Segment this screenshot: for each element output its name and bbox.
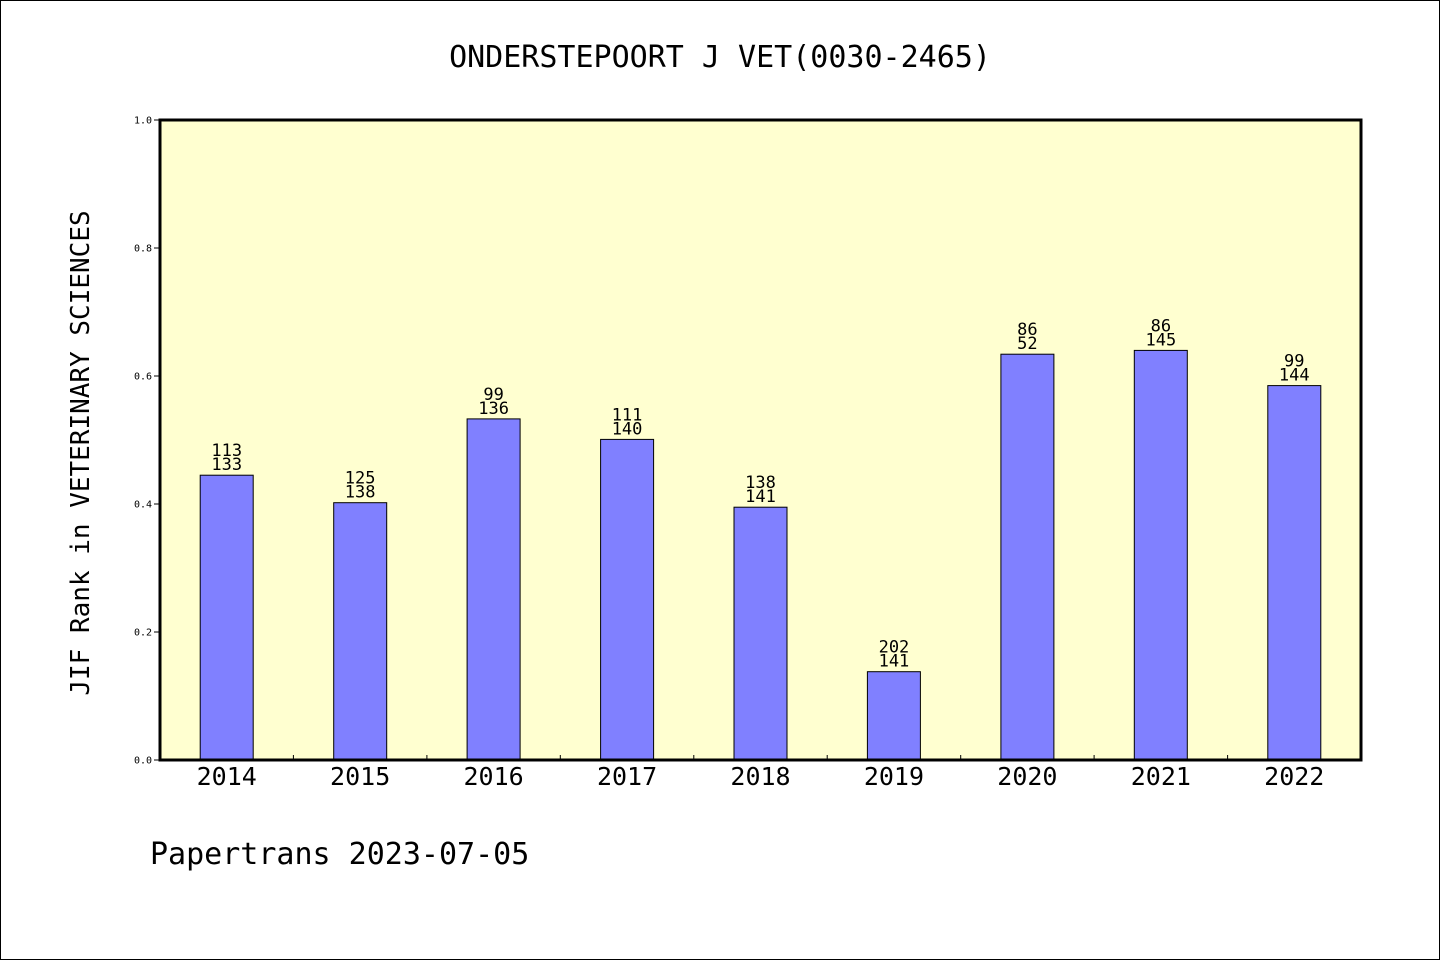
x-tick-label-2017: 2017 (597, 762, 657, 791)
ticks-layer: 2014 2015 2016 2017 2018 2019 2020 2021 2022 0.0 0… (134, 116, 1324, 792)
bar-label-bottom-2020: 52 (1017, 334, 1037, 354)
bar-2018 (733, 506, 788, 761)
y-tick-label: 1.0 (134, 116, 152, 127)
plot-border (158, 118, 1363, 762)
x-tick-label-2021: 2021 (1131, 762, 1191, 791)
x-tick-label-2022: 2022 (1264, 762, 1324, 791)
y-tick-label: 0.4 (134, 500, 152, 511)
bar-label-top-2018: 138 (745, 473, 776, 493)
bar-label-top-2021: 86 (1151, 316, 1171, 336)
bar-label-bottom-2019: 141 (879, 652, 910, 672)
bar-label-top-2017: 111 (612, 405, 643, 425)
bar-label-bottom-2022: 144 (1279, 366, 1310, 386)
bar-2014 (199, 474, 254, 761)
x-tick-label-2018: 2018 (730, 762, 790, 791)
bar-label-top-2019: 202 (879, 638, 910, 658)
y-tick-label: 0.8 (134, 244, 152, 255)
bar-label-bottom-2014: 133 (211, 455, 242, 475)
bar-label-top-2016: 99 (483, 385, 503, 405)
bar-label-top-2014: 113 (211, 441, 242, 461)
y-tick-label: 0.0 (134, 756, 152, 767)
bar-label-top-2020: 86 (1017, 320, 1037, 340)
bar-label-top-2022: 99 (1284, 352, 1304, 372)
bar-2017 (600, 438, 655, 761)
bar-2021 (1133, 349, 1188, 761)
footer-text: Papertrans 2023-07-05 (150, 837, 529, 872)
bar-2015 (333, 502, 388, 761)
x-tick-label-2019: 2019 (864, 762, 924, 791)
bar-2016 (466, 418, 521, 761)
bar-label-bottom-2016: 136 (478, 399, 509, 419)
bar-2019 (866, 671, 921, 761)
bar-label-bottom-2017: 140 (612, 419, 643, 439)
bar-label-bottom-2018: 141 (745, 487, 776, 507)
chart-title: ONDERSTEPOORT J VET(0030-2465) (449, 40, 991, 75)
x-tick-label-2020: 2020 (997, 762, 1057, 791)
x-tick-label-2015: 2015 (330, 762, 390, 791)
bar-2020 (1000, 353, 1055, 761)
bar-label-bottom-2015: 138 (345, 483, 376, 503)
y-tick-label: 0.6 (134, 372, 152, 383)
bar-label-top-2015: 125 (345, 469, 376, 489)
bar-2022 (1267, 385, 1322, 761)
x-tick-label-2014: 2014 (197, 762, 257, 791)
y-axis-label: JIF Rank in VETERINARY SCIENCES (66, 210, 96, 695)
bar-label-bottom-2021: 145 (1145, 330, 1176, 350)
y-tick-label: 0.2 (134, 628, 152, 639)
x-tick-label-2016: 2016 (464, 762, 524, 791)
